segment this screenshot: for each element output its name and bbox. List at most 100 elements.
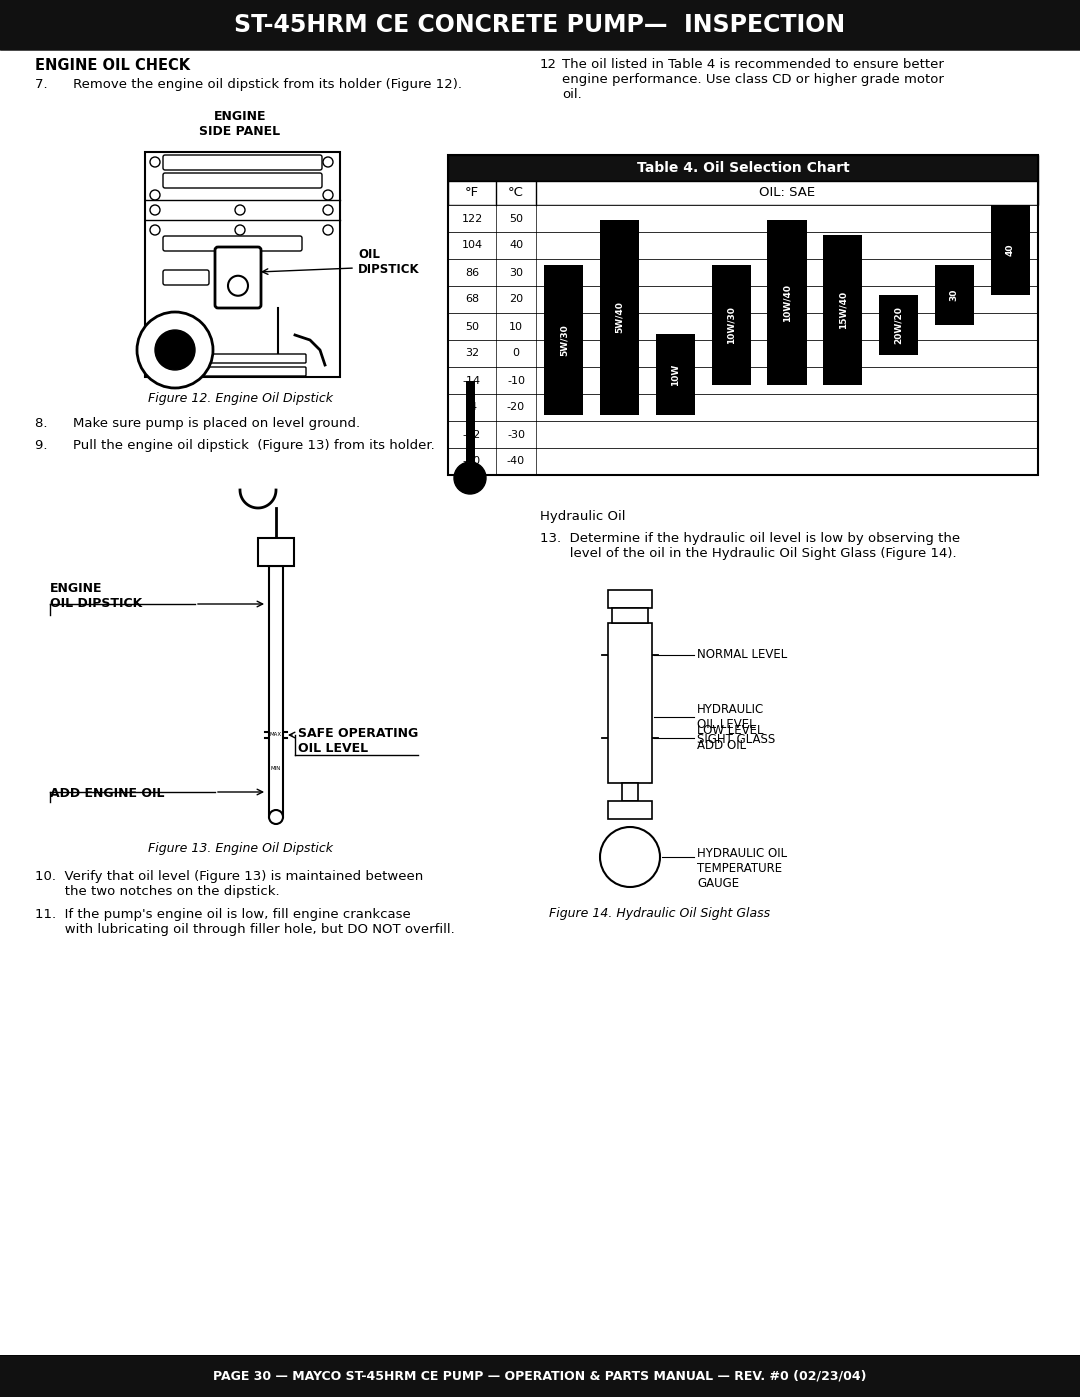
Text: 32: 32 — [464, 348, 480, 359]
Text: 50: 50 — [509, 214, 523, 224]
Bar — [448, 394, 1038, 420]
Text: -10: -10 — [507, 376, 525, 386]
Circle shape — [235, 205, 245, 215]
Bar — [990, 205, 1029, 295]
Text: -40: -40 — [507, 457, 525, 467]
Text: HYDRAULIC
OIL LEVEL
SIGHT GLASS: HYDRAULIC OIL LEVEL SIGHT GLASS — [697, 703, 775, 746]
Text: 68: 68 — [464, 295, 480, 305]
Text: °C: °C — [508, 187, 524, 200]
Bar — [165, 175, 320, 186]
Bar — [608, 590, 652, 608]
Bar — [544, 265, 583, 415]
Text: 10W/30: 10W/30 — [727, 306, 735, 344]
Text: 0: 0 — [513, 348, 519, 359]
Text: 10: 10 — [509, 321, 523, 331]
Bar — [448, 232, 1038, 258]
Bar — [448, 286, 1038, 313]
Text: 5W/40: 5W/40 — [616, 302, 624, 334]
FancyBboxPatch shape — [163, 270, 210, 285]
Circle shape — [323, 225, 333, 235]
Text: 40: 40 — [1005, 243, 1014, 256]
FancyBboxPatch shape — [215, 247, 261, 307]
Text: SAFE OPERATING
OIL LEVEL: SAFE OPERATING OIL LEVEL — [298, 726, 418, 754]
Circle shape — [600, 827, 660, 887]
Bar — [608, 623, 652, 782]
Bar — [0, 1355, 1080, 1397]
Bar — [465, 380, 474, 462]
Circle shape — [156, 330, 195, 370]
Bar — [656, 334, 694, 415]
Text: 50: 50 — [465, 321, 480, 331]
Text: Hydraulic Oil: Hydraulic Oil — [540, 510, 625, 522]
Bar — [612, 608, 648, 623]
Bar — [622, 782, 638, 800]
Text: 8.      Make sure pump is placed on level ground.: 8. Make sure pump is placed on level gro… — [35, 416, 360, 430]
Bar — [448, 258, 1038, 286]
Circle shape — [235, 225, 245, 235]
Text: 10W/40: 10W/40 — [783, 284, 792, 321]
Bar — [448, 313, 1038, 339]
Bar — [879, 295, 918, 355]
Text: 15W/40: 15W/40 — [838, 291, 848, 330]
Text: °F: °F — [464, 187, 480, 200]
Bar — [448, 339, 1038, 367]
FancyBboxPatch shape — [163, 173, 322, 189]
Text: OIL
DIPSTICK: OIL DIPSTICK — [357, 249, 420, 277]
Circle shape — [269, 810, 283, 824]
Circle shape — [323, 156, 333, 168]
Text: LOW LEVEL
ADD OIL: LOW LEVEL ADD OIL — [697, 724, 764, 752]
Circle shape — [150, 190, 160, 200]
Circle shape — [454, 462, 486, 495]
Text: -40: -40 — [463, 457, 481, 467]
Text: 30: 30 — [949, 289, 959, 302]
Bar — [823, 235, 862, 386]
Text: 20W/20: 20W/20 — [894, 306, 903, 344]
Text: Table 4. Oil Selection Chart: Table 4. Oil Selection Chart — [636, 161, 849, 175]
Text: -4: -4 — [467, 402, 477, 412]
Text: OIL: SAE: OIL: SAE — [759, 187, 815, 200]
Bar — [258, 538, 294, 566]
Text: 13.  Determine if the hydraulic oil level is low by observing the
       level o: 13. Determine if the hydraulic oil level… — [540, 532, 960, 560]
Text: -22: -22 — [463, 429, 481, 440]
Text: 7.      Remove the engine oil dipstick from its holder (Figure 12).: 7. Remove the engine oil dipstick from i… — [35, 78, 462, 91]
Text: MAX: MAX — [270, 732, 282, 738]
Text: Figure 13. Engine Oil Dipstick: Figure 13. Engine Oil Dipstick — [148, 842, 333, 855]
Bar — [448, 420, 1038, 448]
Text: 30: 30 — [509, 267, 523, 278]
Text: NORMAL LEVEL: NORMAL LEVEL — [697, 648, 787, 662]
Text: Figure 12. Engine Oil Dipstick: Figure 12. Engine Oil Dipstick — [148, 393, 333, 405]
Text: ST-45HRM CE CONCRETE PUMP—  INSPECTION: ST-45HRM CE CONCRETE PUMP— INSPECTION — [234, 13, 846, 36]
Text: -14: -14 — [463, 376, 481, 386]
Text: ADD ENGINE OIL: ADD ENGINE OIL — [50, 787, 164, 800]
Text: 5W/30: 5W/30 — [559, 324, 568, 356]
FancyBboxPatch shape — [204, 367, 306, 376]
Text: 10W: 10W — [671, 363, 680, 386]
Bar — [600, 219, 639, 415]
Bar — [935, 265, 974, 326]
Circle shape — [150, 156, 160, 168]
FancyBboxPatch shape — [163, 236, 302, 251]
Text: HYDRAULIC OIL
TEMPERATURE
GAUGE: HYDRAULIC OIL TEMPERATURE GAUGE — [697, 847, 787, 890]
Text: 86: 86 — [464, 267, 480, 278]
Text: PAGE 30 — MAYCO ST-45HRM CE PUMP — OPERATION & PARTS MANUAL — REV. #0 (02/23/04): PAGE 30 — MAYCO ST-45HRM CE PUMP — OPERA… — [213, 1369, 867, 1383]
Text: ENGINE
OIL DIPSTICK: ENGINE OIL DIPSTICK — [50, 583, 143, 610]
Text: -30: -30 — [507, 429, 525, 440]
FancyBboxPatch shape — [163, 155, 322, 170]
Bar — [712, 265, 751, 386]
FancyBboxPatch shape — [204, 353, 306, 363]
Text: The oil listed in Table 4 is recommended to ensure better
engine performance. Us: The oil listed in Table 4 is recommended… — [562, 59, 944, 101]
Circle shape — [323, 205, 333, 215]
Circle shape — [150, 205, 160, 215]
Circle shape — [228, 275, 248, 296]
Text: 10.  Verify that oil level (Figure 13) is maintained between
       the two notc: 10. Verify that oil level (Figure 13) is… — [35, 870, 423, 898]
Bar — [165, 156, 320, 168]
Bar — [145, 152, 340, 377]
Circle shape — [323, 190, 333, 200]
Text: 9.      Pull the engine oil dipstick  (Figure 13) from its holder.: 9. Pull the engine oil dipstick (Figure … — [35, 439, 435, 453]
Text: -20: -20 — [507, 402, 525, 412]
Text: 40: 40 — [509, 240, 523, 250]
Bar — [448, 182, 1038, 205]
Text: 20: 20 — [509, 295, 523, 305]
Bar — [448, 155, 1038, 475]
Bar — [768, 219, 807, 386]
